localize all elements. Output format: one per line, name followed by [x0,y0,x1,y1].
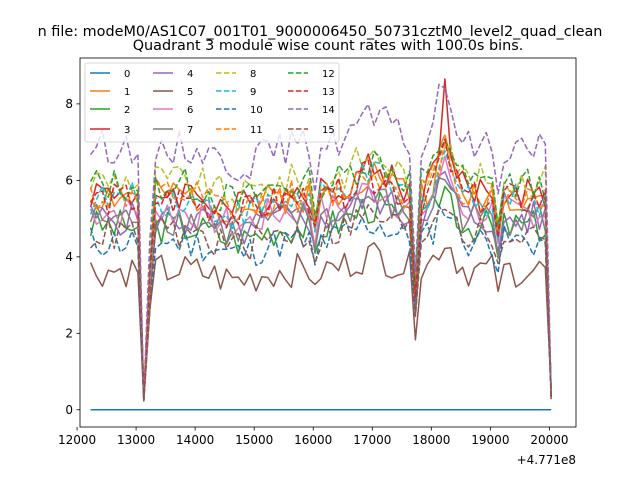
series-line-6 [89,155,552,401]
legend-label-12: 12 [322,69,335,80]
x-tick-label: 13000 [117,433,155,447]
y-tick-label: 6 [65,174,73,188]
legend-label-15: 15 [322,125,335,136]
series-line-10 [89,204,552,401]
series-line-12 [89,139,552,400]
series-layer [89,78,552,411]
y-tick-label: 2 [65,327,73,341]
y-tick-label: 8 [65,97,73,111]
x-tick-label: 16000 [294,433,332,447]
y-tick-label: 0 [65,403,73,417]
legend-label-5: 5 [187,87,193,98]
y-tick-label: 4 [65,250,73,264]
legend-label-3: 3 [124,125,130,136]
legend-label-4: 4 [187,69,193,80]
series-line-15 [90,204,552,400]
x-tick-label: 17000 [353,433,391,447]
legend-label-6: 6 [187,105,193,116]
axes-frame [79,57,577,428]
legend-label-10: 10 [250,105,263,116]
series-line-8 [89,144,552,400]
series-line-11 [89,139,552,400]
legend-label-7: 7 [187,125,193,136]
x-tick-label: 19000 [471,433,509,447]
legend-label-0: 0 [124,69,130,80]
x-axis: 12000 13000 14000 15000 16000 17000 18000 19000… [58,427,569,447]
series-line-9 [89,150,552,400]
series-line-13 [89,138,552,400]
chart-title: Quadrant 3 module wise count rates with … [133,38,524,54]
legend-label-11: 11 [250,125,263,136]
chart-suptitle: n file: modeM0/AS1C07_001T01_9000006450_… [38,24,603,40]
x-offset-label: +4.771e8 [517,453,576,467]
legend-box [84,62,340,143]
series-line-1 [89,134,552,401]
legend-label-9: 9 [250,87,256,98]
x-tick-label: 20000 [530,433,568,447]
legend-label-8: 8 [250,69,256,80]
legend-label-1: 1 [124,87,130,98]
legend-label-14: 14 [322,105,335,116]
legend-label-2: 2 [124,105,130,116]
y-axis: 0 2 4 6 8 [65,97,80,417]
series-line-14 [89,83,552,399]
legend-label-13: 13 [322,87,335,98]
series-line-5 [89,241,552,402]
x-tick-label: 18000 [412,433,450,447]
x-tick-label: 14000 [176,433,214,447]
x-tick-label: 12000 [58,433,96,447]
x-tick-label: 15000 [235,433,273,447]
